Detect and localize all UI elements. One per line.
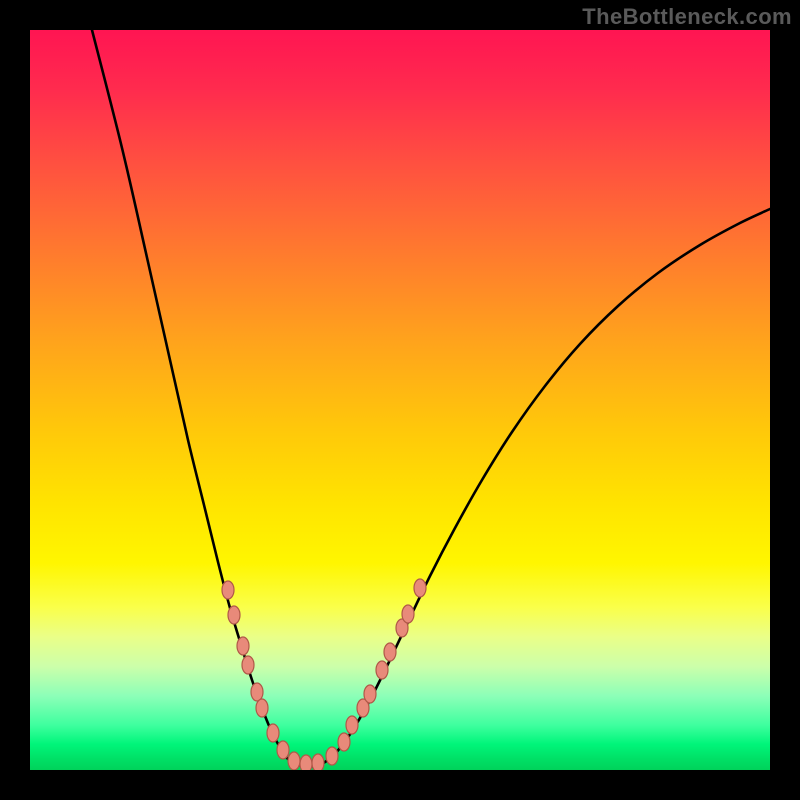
marker-point	[242, 656, 254, 674]
marker-point	[228, 606, 240, 624]
marker-point	[384, 643, 396, 661]
marker-point	[256, 699, 268, 717]
marker-point	[267, 724, 279, 742]
marker-point	[402, 605, 414, 623]
marker-point	[300, 755, 312, 770]
plot-area	[30, 30, 770, 770]
marker-point	[326, 747, 338, 765]
marker-point	[312, 754, 324, 770]
marker-point	[237, 637, 249, 655]
marker-point	[338, 733, 350, 751]
marker-point	[376, 661, 388, 679]
marker-point	[251, 683, 263, 701]
marker-point	[288, 752, 300, 770]
marker-point	[414, 579, 426, 597]
attribution-label: TheBottleneck.com	[582, 4, 792, 30]
marker-point	[346, 716, 358, 734]
marker-point	[277, 741, 289, 759]
outer-frame: TheBottleneck.com	[0, 0, 800, 800]
marker-point	[222, 581, 234, 599]
curve-markers	[222, 579, 426, 770]
curve-layer	[30, 30, 770, 770]
marker-point	[364, 685, 376, 703]
bottleneck-curve	[92, 30, 770, 767]
